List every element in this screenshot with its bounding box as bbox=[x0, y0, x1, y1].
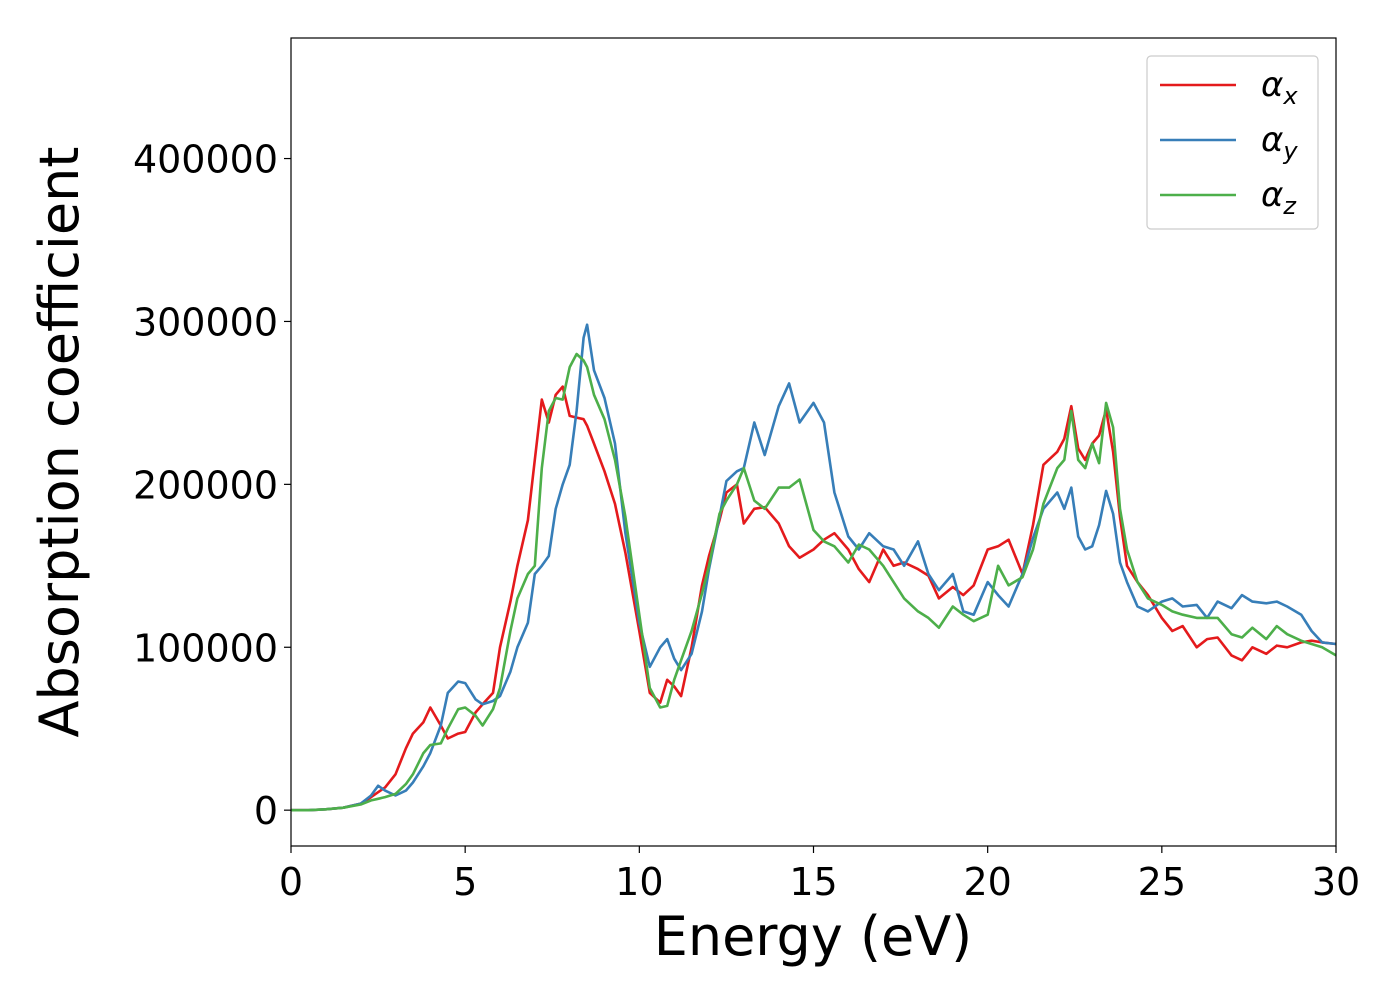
x-tick-label: 5 bbox=[453, 860, 477, 904]
series-layer bbox=[291, 323, 1337, 812]
x-tick-label: 10 bbox=[615, 860, 663, 904]
y-tick-label: 200000 bbox=[133, 463, 278, 507]
y-tick-label: 100000 bbox=[133, 626, 278, 670]
x-tick-label: 0 bbox=[279, 860, 303, 904]
series-line-3 bbox=[291, 352, 1337, 812]
y-tick-label: 0 bbox=[254, 789, 278, 833]
legend-label-y: αy bbox=[1261, 120, 1298, 165]
x-axis: 0 5 10 15 20 25 30 bbox=[279, 846, 1360, 904]
series-line-2 bbox=[291, 323, 1337, 812]
y-tick-label: 400000 bbox=[133, 138, 278, 182]
series-line-1 bbox=[291, 385, 1337, 812]
x-tick-label: 25 bbox=[1138, 860, 1186, 904]
y-axis-label: Absorption coefficient bbox=[28, 147, 91, 738]
x-tick-label: 15 bbox=[789, 860, 837, 904]
legend: αx αy αz bbox=[1146, 55, 1319, 230]
y-tick-label: 300000 bbox=[133, 300, 278, 344]
legend-box bbox=[1146, 55, 1319, 230]
legend-label-x: αx bbox=[1261, 65, 1298, 110]
x-tick-label: 30 bbox=[1312, 860, 1360, 904]
x-axis-label: Energy (eV) bbox=[654, 905, 973, 968]
x-tick-label: 20 bbox=[963, 860, 1011, 904]
y-axis: 0 100000 200000 300000 400000 bbox=[133, 138, 291, 833]
legend-label-z: αz bbox=[1261, 175, 1297, 220]
